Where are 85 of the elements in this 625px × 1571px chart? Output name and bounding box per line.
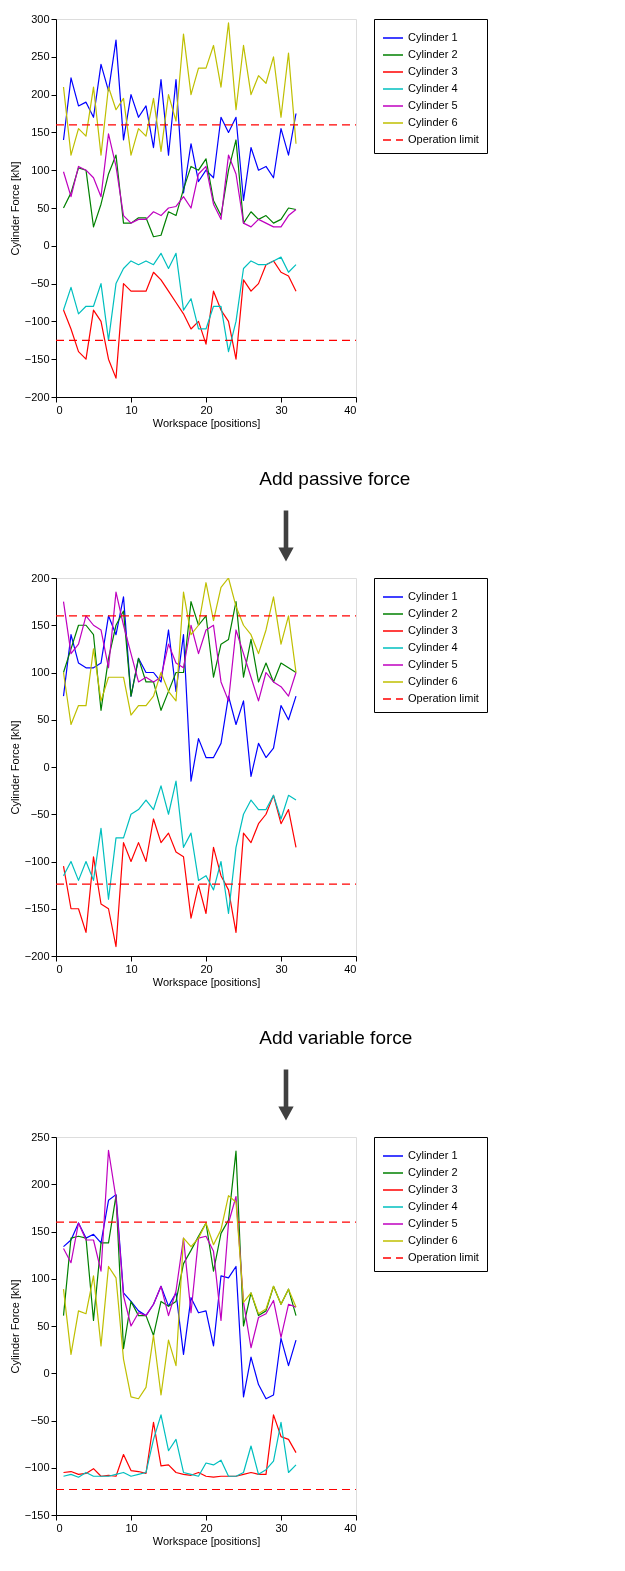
legend-label: Operation limit [408,133,479,145]
y-tick-label: 300 [31,12,50,25]
x-axis-title: Workspace [positions] [152,416,261,429]
legend-label: Cylinder 3 [408,624,458,636]
x-tick-label: 10 [125,403,138,416]
x-tick-label: 30 [275,1521,288,1534]
y-tick-label: −200 [24,390,50,403]
legend-label: Cylinder 2 [408,607,458,619]
x-tick-label: 20 [200,962,213,975]
y-tick-label: 200 [31,571,50,584]
y-tick-label: −50 [30,277,50,290]
legend-label: Cylinder 5 [408,99,458,111]
y-axis-title: Cylinder Force [kN] [8,1279,21,1374]
legend-label: Cylinder 1 [408,31,458,43]
y-tick-label: 200 [31,88,50,101]
x-tick-label: 20 [200,403,213,416]
line-series [62,596,297,782]
x-axis-title: Workspace [positions] [152,975,261,988]
legend-label: Cylinder 3 [408,1183,458,1195]
line-series [62,133,297,228]
y-tick-label: 0 [43,760,50,773]
legend-label: Cylinder 4 [408,1200,458,1212]
text: Add variable force [259,1026,413,1048]
legend-label: Cylinder 3 [408,65,458,77]
y-tick-label: 150 [31,618,50,631]
x-tick-label: 0 [56,403,63,416]
legend-label: Cylinder 1 [408,590,458,602]
legend-label: Cylinder 1 [408,1149,458,1161]
line-series [62,139,297,238]
legend-label: Cylinder 5 [408,1217,458,1229]
line-series [62,1414,297,1478]
y-tick-label: −150 [24,352,50,365]
y-tick-label: −200 [24,949,50,962]
x-tick-label: 10 [125,962,138,975]
x-tick-label: 0 [56,1521,63,1534]
line-series [62,780,297,915]
y-tick-label: −100 [24,855,50,867]
y-tick-label: −150 [24,902,50,915]
y-tick-label: 50 [37,201,50,214]
text: Add passive force [259,467,411,489]
y-tick-label: 0 [43,1366,50,1379]
y-tick-label: 50 [37,713,50,726]
legend-label: Cylinder 2 [408,1166,458,1178]
legend-label: Cylinder 4 [408,82,458,94]
y-tick-label: −50 [30,807,50,820]
y-tick-label: −100 [24,1461,50,1474]
line-series [62,252,297,353]
y-tick-label: 0 [43,239,50,252]
y-tick-label: 100 [31,666,50,678]
x-tick-label: 40 [344,1521,357,1534]
y-tick-label: 250 [31,1130,50,1143]
y-tick-label: 100 [31,163,50,176]
x-tick-label: 20 [200,1521,213,1534]
line-series [62,39,297,202]
y-tick-label: 150 [31,125,50,138]
legend-label: Cylinder 4 [408,641,458,653]
line-series [62,1194,297,1400]
x-tick-label: 10 [125,1521,138,1534]
y-tick-label: −100 [24,314,50,327]
x-tick-label: 30 [275,403,288,416]
y-axis-title: Cylinder Force [kN] [8,161,21,256]
x-tick-label: 40 [344,403,357,416]
legend-label: Cylinder 6 [408,1234,458,1246]
x-tick-label: 40 [344,962,357,975]
x-tick-label: 0 [56,962,63,975]
legend-label: Operation limit [408,1251,479,1263]
y-tick-label: −50 [30,1414,50,1426]
y-tick-label: 50 [37,1319,50,1332]
legend-label: Cylinder 6 [408,116,458,128]
legend-label: Cylinder 6 [408,675,458,687]
line-series [62,591,297,702]
line-series [62,22,297,156]
x-axis-title: Workspace [positions] [152,1534,261,1547]
x-tick-label: 30 [275,962,288,975]
legend-label: Cylinder 5 [408,658,458,670]
line-series [62,578,297,726]
legend-label: Cylinder 2 [408,48,458,60]
y-tick-label: 100 [31,1272,50,1285]
y-tick-label: 250 [31,50,50,63]
y-tick-label: 200 [31,1177,50,1190]
y-tick-label: −150 [24,1508,50,1521]
line-series [62,601,297,711]
y-tick-label: 150 [31,1225,50,1237]
legend-label: Operation limit [408,692,479,704]
y-axis-title: Cylinder Force [kN] [8,720,21,815]
